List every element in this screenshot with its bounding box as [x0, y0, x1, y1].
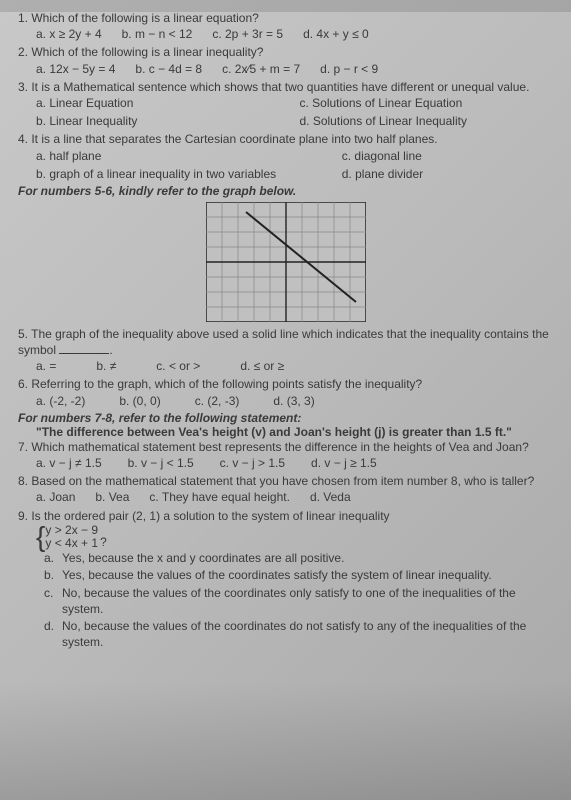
- q7-text: 7. Which mathematical statement best rep…: [18, 439, 553, 455]
- q7-opt-a: a. v − j ≠ 1.5: [36, 455, 102, 471]
- q1-opt-a: a. x ≥ 2y + 4: [36, 26, 102, 42]
- q7-options: a. v − j ≠ 1.5 b. v − j < 1.5 c. v − j >…: [18, 455, 553, 471]
- q9-opt-d-row: d. No, because the values of the coordin…: [44, 618, 553, 650]
- q3-text: 3. It is a Mathematical sentence which s…: [18, 79, 553, 95]
- question-2: 2. Which of the following is a linear in…: [18, 44, 553, 76]
- q2-options: a. 12x − 5y = 4 b. c − 4d = 8 c. 2x⁄5 + …: [18, 61, 553, 77]
- q9-let-c: c.: [44, 585, 62, 617]
- q3-opt-d: d. Solutions of Linear Inequality: [300, 113, 554, 129]
- q4-text: 4. It is a line that separates the Carte…: [18, 131, 553, 147]
- instruction-7-8: For numbers 7-8, refer to the following …: [18, 411, 553, 425]
- q9-opt-b: Yes, because the values of the coordinat…: [62, 567, 492, 583]
- q2-opt-d: d. p − r < 9: [320, 61, 378, 77]
- q4-opt-b: b. graph of a linear inequality in two v…: [36, 166, 332, 182]
- q6-opt-a: a. (-2, -2): [36, 393, 85, 409]
- question-9: 9. Is the ordered pair (2, 1) a solution…: [18, 508, 553, 651]
- question-4: 4. It is a line that separates the Carte…: [18, 131, 553, 182]
- q4-options: a. half plane c. diagonal line b. graph …: [18, 148, 553, 182]
- q1-opt-b: b. m − n < 12: [122, 26, 193, 42]
- q4-opt-c: c. diagonal line: [342, 148, 553, 164]
- page-bottom-shadow: [0, 680, 571, 800]
- q8-opt-c: c. They have equal height.: [149, 489, 290, 505]
- blank-fill: [59, 353, 109, 354]
- q7-opt-c: c. v − j > 1.5: [220, 455, 285, 471]
- q4-opt-a: a. half plane: [36, 148, 332, 164]
- q2-opt-c: c. 2x⁄5 + m = 7: [222, 61, 300, 77]
- q6-options: a. (-2, -2) b. (0, 0) c. (2, -3) d. (3, …: [18, 393, 553, 409]
- q4-opt-d: d. plane divider: [342, 166, 553, 182]
- q2-text: 2. Which of the following is a linear in…: [18, 44, 553, 60]
- q9-qmark: ?: [100, 534, 107, 550]
- q9-let-d: d.: [44, 618, 62, 650]
- q9-text: 9. Is the ordered pair (2, 1) a solution…: [18, 508, 553, 524]
- q5-options: a. = b. ≠ c. < or > d. ≤ or ≥: [18, 358, 553, 374]
- q7-opt-b: b. v − j < 1.5: [128, 455, 194, 471]
- q8-text: 8. Based on the mathematical statement t…: [18, 473, 553, 489]
- q9-equations: y > 2x − 9 y < 4x + 1: [45, 524, 98, 550]
- q9-opt-d: No, because the values of the coordinate…: [62, 618, 553, 650]
- q5-opt-c: c. < or >: [156, 358, 200, 374]
- q3-opt-c: c. Solutions of Linear Equation: [300, 95, 554, 111]
- q2-opt-b: b. c − 4d = 8: [135, 61, 202, 77]
- q9-opt-c: No, because the values of the coordinate…: [62, 585, 553, 617]
- q6-text: 6. Referring to the graph, which of the …: [18, 376, 553, 392]
- question-1: 1. Which of the following is a linear eq…: [18, 10, 553, 42]
- q6-opt-d: d. (3, 3): [273, 393, 314, 409]
- q9-eq2: y < 4x + 1: [45, 536, 98, 550]
- q3-options: a. Linear Equation c. Solutions of Linea…: [18, 95, 553, 129]
- question-6: 6. Referring to the graph, which of the …: [18, 376, 553, 408]
- q3-opt-b: b. Linear Inequality: [36, 113, 290, 129]
- q9-answers: a. Yes, because the x and y coordinates …: [18, 550, 553, 650]
- q9-system: { y > 2x − 9 y < 4x + 1 ?: [18, 524, 553, 550]
- q7-opt-d: d. v − j ≥ 1.5: [311, 455, 377, 471]
- graph-container: [18, 202, 553, 322]
- q9-opt-c-row: c. No, because the values of the coordin…: [44, 585, 553, 617]
- q6-opt-c: c. (2, -3): [195, 393, 240, 409]
- q5-opt-b: b. ≠: [96, 358, 116, 374]
- worksheet-page: 1. Which of the following is a linear eq…: [0, 0, 571, 800]
- q9-opt-a-row: a. Yes, because the x and y coordinates …: [44, 550, 553, 566]
- q1-opt-d: d. 4x + y ≤ 0: [303, 26, 369, 42]
- statement-7-8: "The difference between Vea's height (v)…: [18, 425, 553, 439]
- instruction-5-6: For numbers 5-6, kindly refer to the gra…: [18, 184, 553, 198]
- question-5: 5. The graph of the inequality above use…: [18, 326, 553, 375]
- q9-opt-a: Yes, because the x and y coordinates are…: [62, 550, 344, 566]
- q2-opt-a: a. 12x − 5y = 4: [36, 61, 115, 77]
- q9-let-b: b.: [44, 567, 62, 583]
- question-7: 7. Which mathematical statement best rep…: [18, 439, 553, 471]
- left-brace-icon: {: [36, 529, 45, 546]
- q1-options: a. x ≥ 2y + 4 b. m − n < 12 c. 2p + 3r =…: [18, 26, 553, 42]
- q9-opt-b-row: b. Yes, because the values of the coordi…: [44, 567, 553, 583]
- q3-opt-a: a. Linear Equation: [36, 95, 290, 111]
- q6-opt-b: b. (0, 0): [119, 393, 160, 409]
- q5-opt-d: d. ≤ or ≥: [240, 358, 284, 374]
- q8-options: a. Joan b. Vea c. They have equal height…: [18, 489, 553, 505]
- inequality-graph: [206, 202, 366, 322]
- q5-opt-a: a. =: [36, 358, 56, 374]
- q9-eq1: y > 2x − 9: [45, 523, 98, 537]
- q1-text: 1. Which of the following is a linear eq…: [18, 10, 553, 26]
- q8-opt-d: d. Veda: [310, 489, 351, 505]
- q8-opt-b: b. Vea: [95, 489, 129, 505]
- q1-opt-c: c. 2p + 3r = 5: [212, 26, 283, 42]
- question-3: 3. It is a Mathematical sentence which s…: [18, 79, 553, 130]
- q5-text: 5. The graph of the inequality above use…: [18, 326, 553, 358]
- q9-let-a: a.: [44, 550, 62, 566]
- question-8: 8. Based on the mathematical statement t…: [18, 473, 553, 505]
- q8-opt-a: a. Joan: [36, 489, 75, 505]
